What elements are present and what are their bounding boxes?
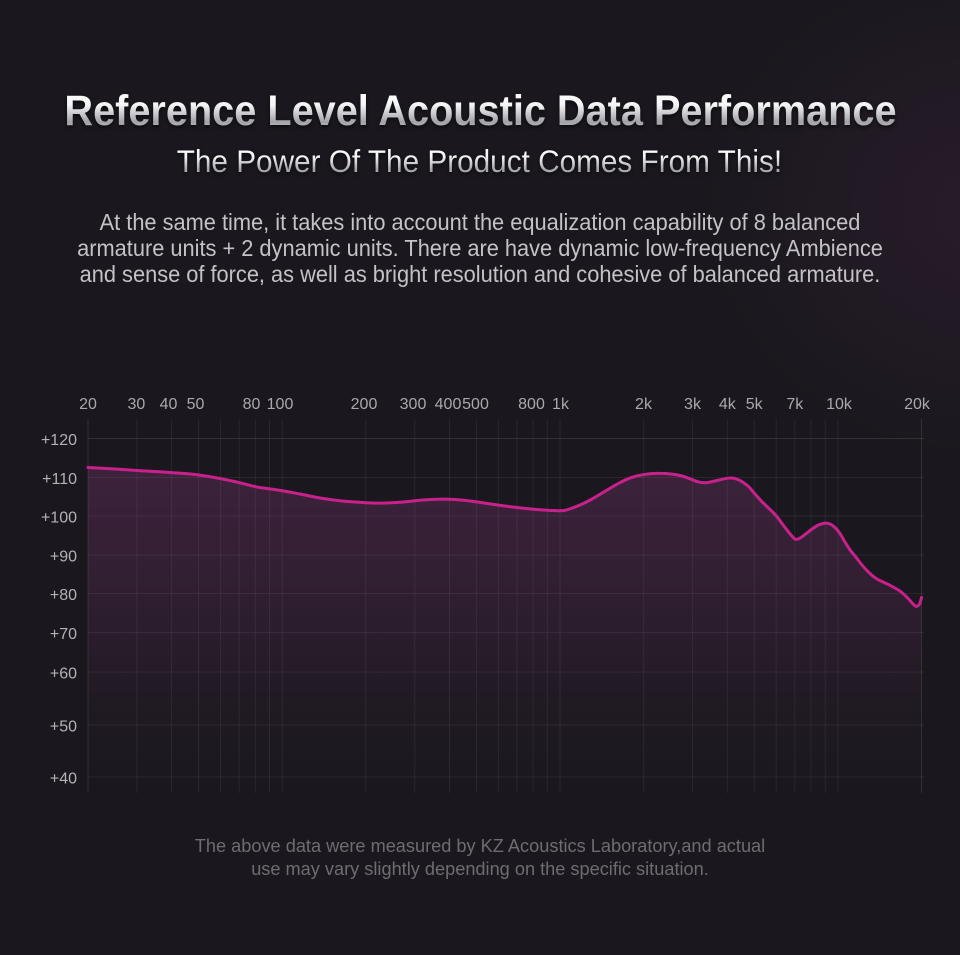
svg-text:+110: +110 [42, 471, 77, 488]
svg-text:50: 50 [187, 396, 205, 413]
svg-text:40: 40 [160, 396, 178, 413]
svg-text:+70: +70 [50, 626, 77, 643]
svg-text:80: 80 [243, 396, 261, 413]
svg-text:10k: 10k [826, 396, 853, 413]
svg-text:+60: +60 [50, 666, 77, 683]
svg-text:200: 200 [351, 396, 378, 413]
svg-text:+40: +40 [50, 771, 77, 788]
svg-text:5k: 5k [746, 396, 764, 413]
svg-text:30: 30 [128, 396, 146, 413]
svg-text:1k: 1k [552, 396, 570, 413]
svg-text:400: 400 [435, 396, 462, 413]
svg-text:7k: 7k [786, 396, 804, 413]
svg-text:4k: 4k [719, 396, 737, 413]
svg-text:+120: +120 [41, 432, 77, 449]
svg-text:800: 800 [518, 396, 545, 413]
svg-text:+100: +100 [41, 510, 77, 527]
svg-text:300: 300 [400, 396, 427, 413]
svg-text:+50: +50 [50, 719, 77, 736]
svg-text:500: 500 [462, 396, 489, 413]
svg-text:3k: 3k [684, 396, 702, 413]
svg-text:100: 100 [267, 396, 294, 413]
svg-text:20: 20 [79, 396, 97, 413]
svg-text:2k: 2k [635, 396, 653, 413]
svg-text:+80: +80 [50, 587, 77, 604]
svg-text:20k: 20k [904, 396, 931, 413]
svg-text:+90: +90 [50, 549, 77, 566]
